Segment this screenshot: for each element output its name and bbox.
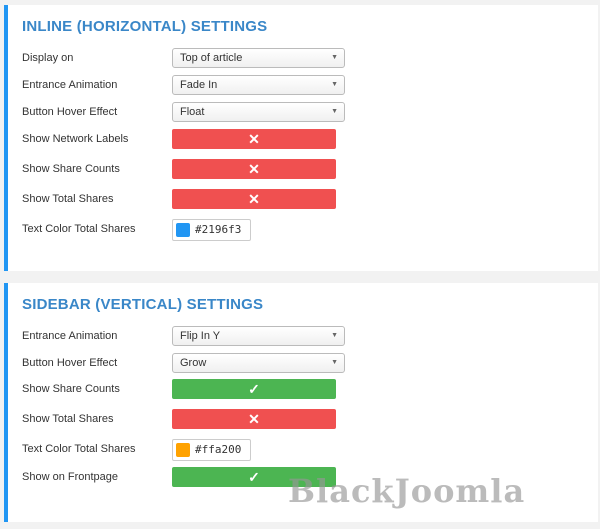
frontpage-toggle[interactable]: ✓ [172, 467, 336, 487]
text-color-picker[interactable]: #2196f3 [172, 219, 251, 241]
check-icon: ✓ [248, 469, 260, 485]
text-color-row: Text Color Total Shares #2196f3 [22, 219, 582, 241]
entrance-animation-row: Entrance Animation Fade In ▼ [22, 75, 582, 97]
label: Show Total Shares [22, 193, 114, 205]
close-icon: ✕ [248, 411, 260, 427]
select-value: Top of article [180, 52, 243, 64]
section-title: INLINE (HORIZONTAL) SETTINGS [22, 18, 268, 35]
display-on-row: Display on Top of article ▼ [22, 48, 582, 70]
color-value: #ffa200 [195, 443, 242, 456]
select-value: Grow [180, 357, 207, 369]
hover-effect-select[interactable]: Float ▼ [172, 102, 345, 122]
chevron-down-icon: ▼ [331, 54, 338, 61]
share-counts-row: Show Share Counts ✕ [22, 159, 582, 181]
color-value: #2196f3 [195, 223, 242, 236]
network-labels-row: Show Network Labels ✕ [22, 129, 582, 151]
total-shares-row: Show Total Shares ✕ [22, 409, 582, 431]
label: Entrance Animation [22, 330, 118, 342]
label: Show Share Counts [22, 383, 120, 395]
sidebar-settings-panel: SIDEBAR (VERTICAL) SETTINGS Entrance Ani… [4, 283, 598, 522]
label: Show Total Shares [22, 413, 114, 425]
total-shares-toggle[interactable]: ✕ [172, 409, 336, 429]
label: Button Hover Effect [22, 106, 118, 118]
label: Show Network Labels [22, 133, 129, 145]
label: Show Share Counts [22, 163, 120, 175]
label: Text Color Total Shares [22, 223, 136, 235]
total-shares-row: Show Total Shares ✕ [22, 189, 582, 211]
label: Show on Frontpage [22, 471, 119, 483]
check-icon: ✓ [248, 381, 260, 397]
close-icon: ✕ [248, 191, 260, 207]
network-labels-toggle[interactable]: ✕ [172, 129, 336, 149]
share-counts-toggle[interactable]: ✕ [172, 159, 336, 179]
label: Button Hover Effect [22, 357, 118, 369]
label: Display on [22, 52, 74, 64]
total-shares-toggle[interactable]: ✕ [172, 189, 336, 209]
hover-effect-row: Button Hover Effect Grow ▼ [22, 353, 582, 375]
select-value: Float [180, 106, 205, 118]
chevron-down-icon: ▼ [331, 359, 338, 366]
color-swatch [176, 223, 190, 237]
hover-effect-select[interactable]: Grow ▼ [172, 353, 345, 373]
share-counts-row: Show Share Counts ✓ [22, 379, 582, 401]
label: Text Color Total Shares [22, 443, 136, 455]
watermark-logo: BlackJoomla [288, 472, 526, 510]
inline-settings-panel: INLINE (HORIZONTAL) SETTINGS Display on T… [4, 5, 598, 271]
select-value: Flip In Y [180, 330, 221, 342]
display-on-select[interactable]: Top of article ▼ [172, 48, 345, 68]
chevron-down-icon: ▼ [331, 332, 338, 339]
label: Entrance Animation [22, 79, 118, 91]
color-swatch [176, 443, 190, 457]
share-counts-toggle[interactable]: ✓ [172, 379, 336, 399]
entrance-animation-select[interactable]: Flip In Y ▼ [172, 326, 345, 346]
close-icon: ✕ [248, 161, 260, 177]
chevron-down-icon: ▼ [331, 108, 338, 115]
entrance-animation-select[interactable]: Fade In ▼ [172, 75, 345, 95]
hover-effect-row: Button Hover Effect Float ▼ [22, 102, 582, 124]
text-color-row: Text Color Total Shares #ffa200 [22, 439, 582, 461]
entrance-animation-row: Entrance Animation Flip In Y ▼ [22, 326, 582, 348]
select-value: Fade In [180, 79, 218, 91]
frontpage-row: Show on Frontpage ✓ [22, 467, 582, 489]
chevron-down-icon: ▼ [331, 81, 338, 88]
section-title: SIDEBAR (VERTICAL) SETTINGS [22, 296, 264, 313]
text-color-picker[interactable]: #ffa200 [172, 439, 251, 461]
close-icon: ✕ [248, 131, 260, 147]
